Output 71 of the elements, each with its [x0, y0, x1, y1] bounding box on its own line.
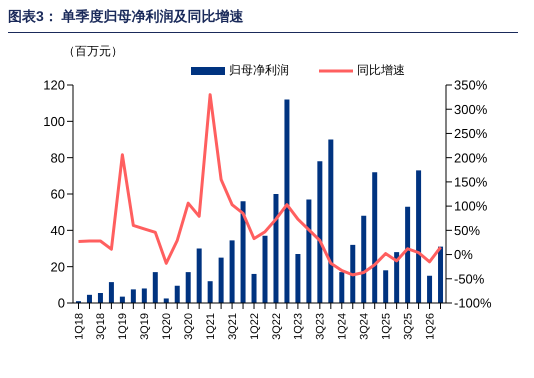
x-tick-label: 1Q26 — [424, 313, 436, 340]
y-tick-label: 80 — [50, 150, 65, 166]
chart-title: 图表3： 单季度归母净利润及同比增速 — [8, 8, 518, 33]
x-tick-label: 3Q22 — [270, 313, 283, 340]
bar — [306, 199, 312, 303]
x-tick-label: 3Q19 — [139, 313, 152, 340]
bar — [383, 270, 388, 303]
bar — [339, 272, 344, 303]
bar — [196, 248, 202, 303]
bar — [130, 289, 136, 303]
x-tick-label: 3Q25 — [402, 313, 414, 340]
bar — [152, 272, 158, 303]
y-tick-label: 40 — [50, 222, 65, 238]
bar — [427, 276, 432, 303]
bar — [317, 161, 322, 303]
y2-tick-label: 0% — [454, 247, 474, 262]
x-tick-label: 1Q23 — [292, 313, 305, 340]
x-tick-label: 1Q19 — [117, 313, 130, 340]
x-tick-label: 1Q20 — [161, 313, 174, 340]
y-tick-label: 0 — [58, 296, 65, 311]
bar — [98, 293, 103, 303]
bar — [230, 240, 235, 303]
bar — [86, 294, 92, 303]
x-tick-label: 3Q20 — [183, 313, 195, 340]
x-tick-label: 3Q21 — [226, 313, 239, 340]
bar — [284, 100, 290, 303]
y2-tick-label: -50% — [454, 271, 485, 286]
bar — [295, 254, 300, 303]
bar — [273, 194, 278, 303]
bar — [186, 272, 191, 303]
y-tick-label: 120 — [43, 78, 65, 93]
x-tick-label: 1Q22 — [248, 313, 261, 340]
bar — [394, 252, 400, 303]
y2-tick-label: -100% — [454, 296, 492, 311]
bar — [252, 274, 257, 303]
y2-tick-label: 250% — [454, 126, 488, 142]
bar — [218, 258, 224, 303]
bar — [328, 140, 334, 303]
bar — [262, 236, 268, 303]
bar — [372, 172, 378, 303]
bar — [240, 201, 246, 303]
x-tick-label: 3Q23 — [314, 313, 327, 340]
y2-tick-label: 350% — [454, 78, 488, 93]
bar — [350, 244, 356, 303]
x-tick-label: 3Q24 — [358, 313, 371, 340]
bar — [416, 170, 422, 303]
bar — [174, 286, 180, 303]
x-tick-label: 1Q18 — [73, 313, 86, 340]
y-tick-label: 100 — [43, 114, 65, 129]
x-tick-label: 1Q24 — [336, 313, 349, 340]
bar — [361, 216, 366, 303]
bar — [208, 281, 213, 303]
line-series — [76, 93, 442, 276]
bar — [108, 282, 114, 303]
x-tick-label: 1Q21 — [204, 313, 217, 340]
legend-label: 同比增速 — [357, 62, 405, 79]
y2-tick-label: 200% — [454, 150, 488, 166]
y2-tick-label: 150% — [454, 174, 488, 190]
y-tick-label: 60 — [50, 186, 65, 202]
x-tick-label: 3Q18 — [95, 313, 108, 340]
y-axis-title: （百万元） — [63, 43, 124, 60]
bar — [142, 288, 147, 303]
y2-tick-label: 300% — [454, 102, 488, 117]
y2-tick-label: 50% — [454, 222, 480, 238]
y-tick-label: 20 — [50, 259, 65, 274]
bar — [438, 246, 444, 303]
bar — [405, 206, 410, 303]
y2-tick-label: 100% — [454, 198, 488, 214]
legend-label: 归母净利润 — [229, 62, 289, 79]
x-tick-label: 1Q25 — [380, 313, 392, 340]
bar — [120, 296, 125, 303]
